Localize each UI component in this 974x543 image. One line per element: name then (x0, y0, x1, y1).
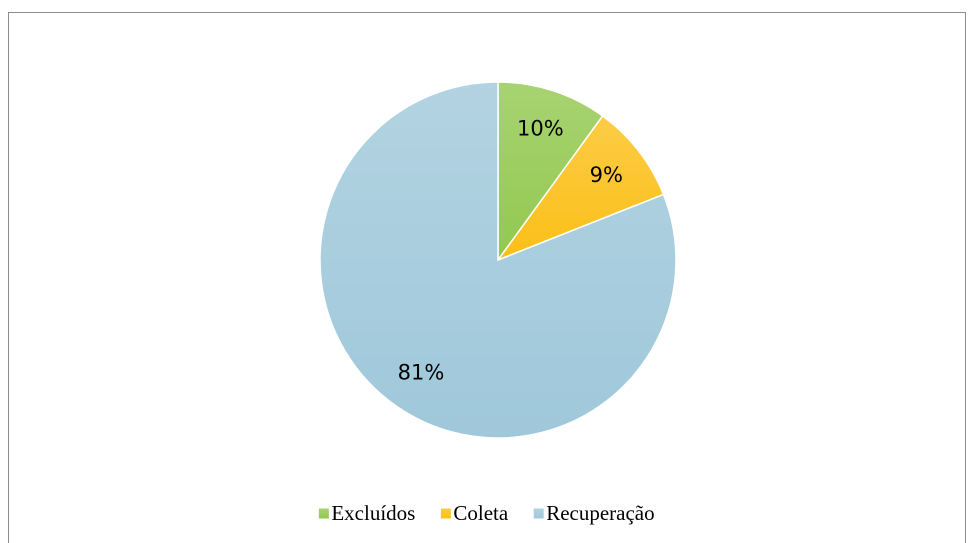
data-label: 81% (398, 360, 445, 384)
data-label: 10% (517, 117, 564, 141)
pie-slice (319, 81, 677, 439)
legend-swatch (439, 507, 452, 520)
pie-slice (497, 81, 604, 263)
pie-slice (495, 114, 665, 262)
legend-label: Excluídos (331, 501, 415, 525)
legend-swatch (317, 507, 330, 520)
data-label: 9% (590, 163, 623, 187)
legend-swatch (532, 507, 545, 520)
legend-label: Coleta (453, 501, 508, 525)
legend-label: Recuperação (546, 501, 654, 525)
